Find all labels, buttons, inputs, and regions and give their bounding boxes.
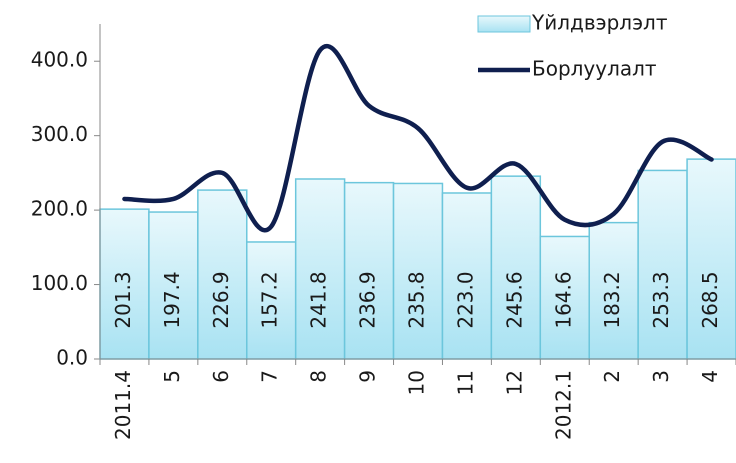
x-tick-label: 8 — [307, 370, 331, 383]
y-tick-label: 400.0 — [31, 48, 88, 72]
bar — [490, 175, 542, 360]
value-label: 183.2 — [600, 271, 624, 328]
x-tick-label: 3 — [649, 370, 673, 383]
value-label: 164.6 — [551, 271, 575, 328]
x-tick-label: 11 — [453, 370, 477, 395]
x-tick-label: 4 — [698, 370, 722, 383]
x-tick-label: 2 — [600, 370, 624, 383]
x-tick-label: 5 — [160, 370, 184, 383]
value-label: 157.2 — [258, 271, 282, 328]
legend-swatch — [477, 15, 531, 33]
bar — [392, 182, 444, 360]
bar — [99, 208, 150, 360]
legend-label: Борлуулалт — [532, 57, 657, 81]
x-tick-label: 6 — [209, 370, 233, 383]
line — [122, 44, 714, 233]
value-label: 236.9 — [356, 271, 380, 328]
x-tick-label: 10 — [405, 370, 429, 395]
x-tick-label: 2011.4 — [111, 370, 135, 440]
value-label: 235.8 — [405, 271, 429, 328]
legend-label: Үйлдвэрлэлт — [531, 11, 668, 35]
bar — [197, 189, 248, 360]
x-tick-label: 2012.1 — [551, 370, 575, 440]
y-tick-label: 200.0 — [31, 197, 88, 221]
value-label: 223.0 — [453, 271, 477, 328]
value-label: 241.8 — [307, 271, 331, 328]
x-tick-label: 9 — [356, 370, 380, 383]
bar — [441, 192, 493, 360]
x-tick-label: 12 — [502, 370, 526, 395]
y-tick-label: 300.0 — [31, 122, 88, 146]
value-label: 245.6 — [502, 271, 526, 328]
value-label: 268.5 — [698, 271, 722, 328]
value-label: 226.9 — [209, 271, 233, 328]
bar — [294, 178, 346, 360]
y-tick-label: 0.0 — [56, 346, 88, 370]
value-label: 253.3 — [649, 271, 673, 328]
bar — [343, 181, 395, 360]
y-tick-label: 100.0 — [31, 271, 88, 295]
bar — [637, 169, 688, 360]
value-label: 197.4 — [160, 271, 184, 328]
bar — [588, 221, 639, 360]
x-tick-label: 7 — [258, 370, 282, 383]
value-label: 201.3 — [111, 271, 135, 328]
